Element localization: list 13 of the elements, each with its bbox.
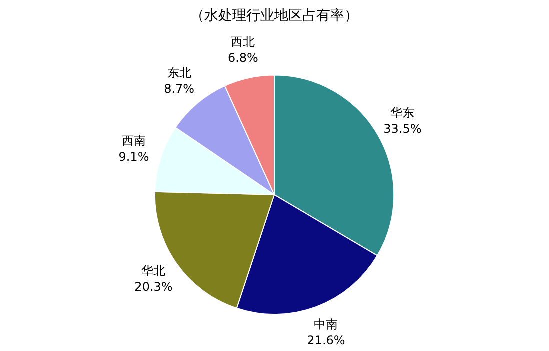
data-label: 8.7% xyxy=(164,82,195,96)
slice-label: 西南 xyxy=(122,134,146,148)
slice-label: 西北 xyxy=(231,34,256,49)
slice-label: 华东 xyxy=(390,106,415,120)
data-label: 33.5% xyxy=(384,122,422,136)
chart-title: （水处理行业地区占有率） xyxy=(190,8,358,24)
data-label: 9.1% xyxy=(118,150,150,164)
data-label: 6.8% xyxy=(228,50,258,65)
slice-label: 中南 xyxy=(314,317,338,332)
slice-label: 华北 xyxy=(142,264,166,278)
data-label: 21.6% xyxy=(307,333,346,348)
data-label: 20.3% xyxy=(134,280,173,294)
slice-label: 东北 xyxy=(167,66,192,80)
